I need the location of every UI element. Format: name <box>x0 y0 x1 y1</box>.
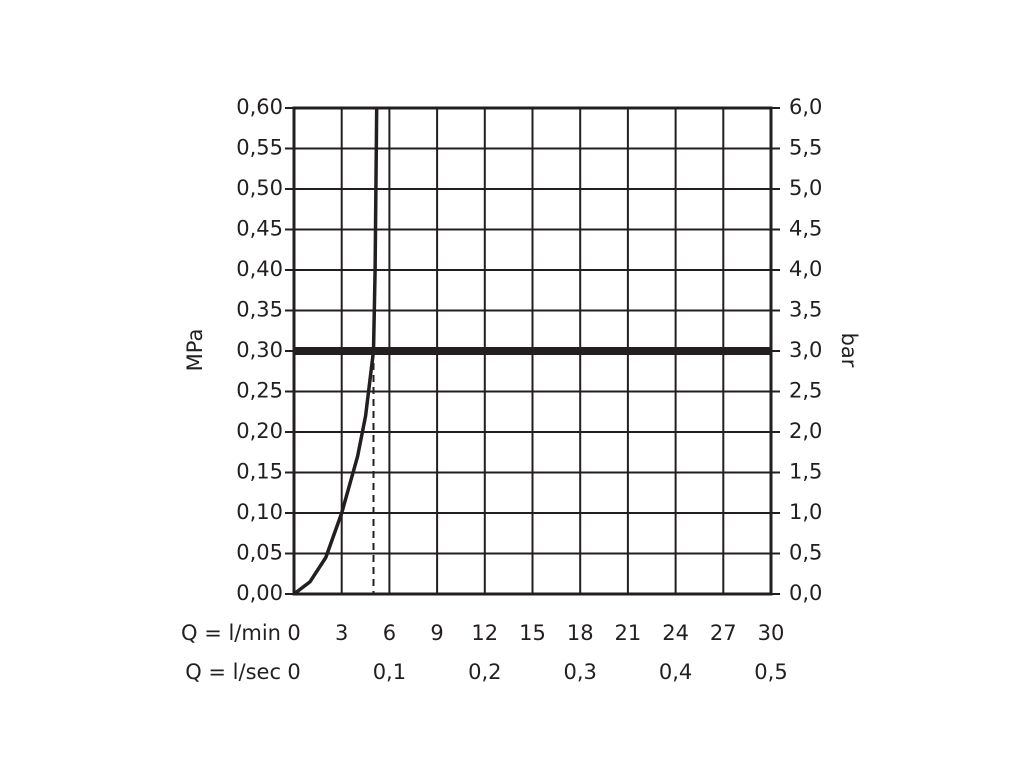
y-axis-label: MPa <box>183 329 207 372</box>
x2-tick-label: 0,1 <box>373 660 406 684</box>
y2-tick-label: 1,0 <box>789 500 822 524</box>
y-tick-label: 0,10 <box>236 500 283 524</box>
y-tick-label: 0,30 <box>236 338 283 362</box>
y2-tick-label: 4,0 <box>789 257 822 281</box>
x-tick-label: 12 <box>471 621 498 645</box>
y-tick-label: 0,55 <box>236 136 283 160</box>
x-tick-label: 9 <box>430 621 443 645</box>
x2-tick-label: 0 <box>287 660 300 684</box>
x2-tick-label: 0,5 <box>754 660 787 684</box>
x2-tick-label: 0,3 <box>563 660 596 684</box>
x-axis-label: Q = l/min <box>181 621 281 645</box>
y2-tick-label: 2,5 <box>789 379 822 403</box>
y2-axis-label: bar <box>837 333 861 368</box>
y-tick-label: 0,00 <box>236 581 283 605</box>
y2-tick-label: 5,5 <box>789 136 822 160</box>
y-tick-label: 0,35 <box>236 298 283 322</box>
y2-tick-label: 4,5 <box>789 217 822 241</box>
x-tick-label: 15 <box>519 621 546 645</box>
x2-axis-label: Q = l/sec <box>185 660 281 684</box>
y-tick-label: 0,60 <box>236 95 283 119</box>
y2-tick-label: 0,0 <box>789 581 822 605</box>
y2-tick-label: 1,5 <box>789 460 822 484</box>
y2-tick-label: 3,0 <box>789 338 822 362</box>
x2-tick-label: 0,2 <box>468 660 501 684</box>
x2-tick-label: 0,4 <box>659 660 692 684</box>
x-tick-label: 3 <box>335 621 348 645</box>
x-tick-label: 21 <box>615 621 642 645</box>
y2-tick-label: 2,0 <box>789 419 822 443</box>
x-tick-label: 30 <box>758 621 785 645</box>
y2-tick-label: 0,5 <box>789 541 822 565</box>
y-tick-label: 0,15 <box>236 460 283 484</box>
y2-tick-label: 3,5 <box>789 298 822 322</box>
y-tick-label: 0,50 <box>236 176 283 200</box>
y-tick-label: 0,20 <box>236 419 283 443</box>
y-tick-label: 0,05 <box>236 541 283 565</box>
x-tick-label: 6 <box>383 621 396 645</box>
flow-curve <box>292 107 379 596</box>
y-tick-label: 0,45 <box>236 217 283 241</box>
y-tick-label: 0,25 <box>236 379 283 403</box>
y-tick-label: 0,40 <box>236 257 283 281</box>
x-tick-label: 27 <box>710 621 737 645</box>
x-tick-label: 24 <box>662 621 689 645</box>
y2-tick-label: 6,0 <box>789 95 822 119</box>
x-tick-label: 0 <box>287 621 300 645</box>
y2-tick-label: 5,0 <box>789 176 822 200</box>
x-tick-label: 18 <box>567 621 594 645</box>
